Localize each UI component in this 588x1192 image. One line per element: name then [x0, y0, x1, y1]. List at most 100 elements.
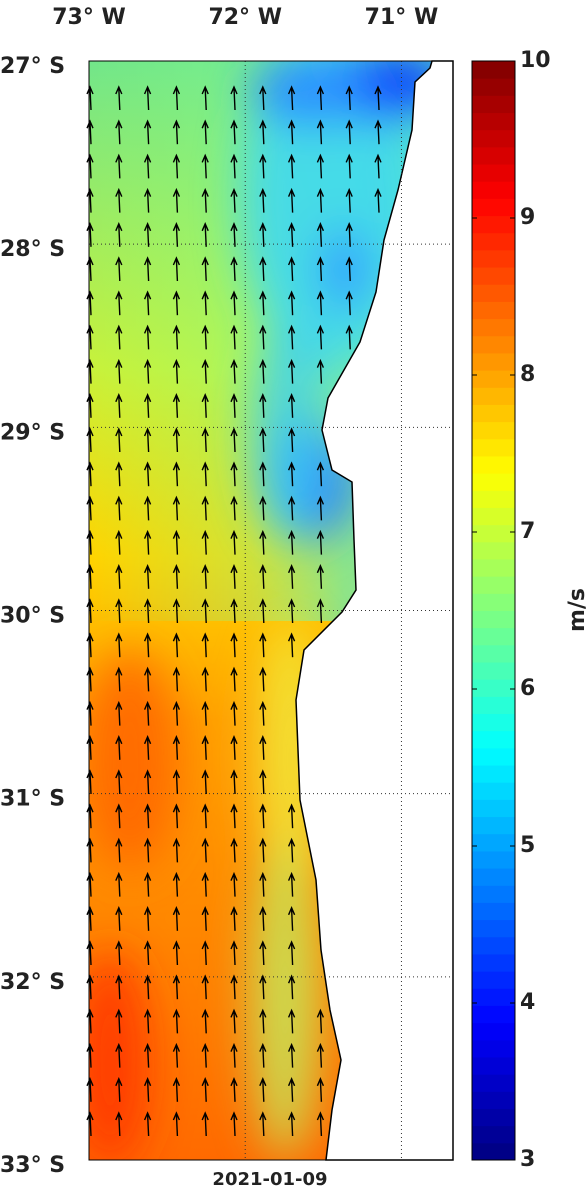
- wind-arrow: [259, 393, 267, 418]
- wind-arrow: [201, 871, 209, 897]
- wind-arrow: [259, 632, 267, 658]
- wind-arrow: [230, 1111, 238, 1137]
- wind-arrow: [316, 222, 325, 247]
- wind-arrow: [316, 358, 325, 384]
- wind-arrow: [86, 564, 94, 589]
- wind-arrow: [230, 735, 238, 760]
- wind-arrow: [230, 187, 238, 213]
- wind-arrow: [172, 461, 181, 487]
- wind-arrow: [201, 85, 209, 111]
- wind-arrow: [230, 290, 238, 316]
- colorbar-step: [472, 181, 515, 199]
- wind-arrow: [287, 803, 296, 829]
- wind-arrow: [345, 85, 353, 111]
- wind-arrow: [115, 187, 123, 213]
- wind-arrow: [115, 666, 123, 692]
- wind-arrow: [115, 700, 123, 726]
- colorbar-step: [472, 284, 515, 302]
- wind-arrow: [172, 153, 181, 179]
- lon-tick-label: 71° W: [365, 5, 439, 30]
- wind-arrow: [86, 153, 94, 179]
- wind-arrow: [230, 564, 238, 589]
- wind-arrow: [86, 700, 94, 726]
- wind-arrow: [143, 187, 152, 213]
- colorbar-step: [472, 507, 515, 526]
- wind-arrow: [230, 769, 238, 795]
- wind-arrow: [201, 222, 209, 247]
- lat-tick-label: 29° S: [0, 420, 65, 445]
- wind-arrow: [259, 871, 267, 897]
- wind-arrow: [287, 393, 296, 418]
- wind-arrow: [259, 1111, 267, 1137]
- wind-arrow: [115, 906, 123, 931]
- colorbar-tick-label: 5: [520, 833, 535, 858]
- colorbar-step: [472, 1108, 515, 1127]
- wind-arrow: [230, 256, 238, 282]
- wind-arrow: [172, 222, 181, 247]
- wind-arrow: [115, 358, 123, 384]
- wind-arrow: [345, 324, 353, 350]
- colorbar-step: [472, 249, 515, 268]
- wind-arrow: [230, 153, 238, 179]
- wind-arrow: [172, 632, 181, 658]
- wind-arrow: [115, 871, 123, 897]
- wind-arrow: [143, 700, 152, 726]
- wind-arrow: [201, 1008, 209, 1034]
- wind-arrow: [115, 153, 123, 179]
- wind-arrow: [201, 290, 209, 316]
- wind-arrow: [115, 1077, 123, 1102]
- wind-arrow: [86, 256, 94, 282]
- wind-arrow: [143, 358, 152, 384]
- wind-arrow: [143, 564, 152, 589]
- wind-arrow: [345, 290, 353, 316]
- colorbar-step: [472, 1005, 515, 1024]
- wind-arrow: [86, 85, 94, 111]
- wind-arrow: [143, 1008, 152, 1034]
- colorbar-step: [472, 387, 515, 405]
- wind-arrow: [172, 837, 181, 863]
- colorbar-step: [472, 747, 515, 766]
- wind-arrow: [201, 393, 209, 418]
- wind-arrow: [172, 906, 181, 931]
- wind-arrow: [172, 1077, 181, 1102]
- wind-arrow: [316, 153, 325, 179]
- wind-arrow: [259, 598, 267, 624]
- colorbar-step: [472, 524, 515, 543]
- wind-arrow: [115, 427, 123, 453]
- wind-arrow: [172, 393, 181, 418]
- wind-arrow: [86, 358, 94, 384]
- colorbar-step: [472, 936, 515, 955]
- wind-arrow: [201, 700, 209, 726]
- wind-arrow: [143, 393, 152, 418]
- colorbar-step: [472, 610, 515, 629]
- colorbar-step: [472, 112, 515, 131]
- wind-arrow: [143, 666, 152, 692]
- colorbar-tick-label: 10: [520, 48, 551, 73]
- wind-arrow: [230, 906, 238, 931]
- colorbar-step: [472, 868, 515, 886]
- wind-arrow: [230, 324, 238, 350]
- wind-arrow: [172, 735, 181, 760]
- colorbar-step: [472, 679, 515, 697]
- colorbar-step: [472, 902, 515, 921]
- wind-arrow: [201, 837, 209, 863]
- wind-arrow: [230, 529, 238, 555]
- wind-arrow: [115, 324, 123, 350]
- wind-arrow: [172, 1042, 181, 1068]
- wind-arrow: [172, 769, 181, 795]
- wind-arrow: [230, 393, 238, 418]
- colorbar-step: [472, 232, 515, 251]
- wind-arrow: [230, 1077, 238, 1102]
- wind-arrow: [316, 495, 325, 521]
- wind-arrow: [86, 666, 94, 692]
- wind-arrow: [316, 85, 325, 111]
- wind-arrow: [143, 735, 152, 760]
- colorbar-step: [472, 1074, 515, 1092]
- wind-arrow: [115, 564, 123, 589]
- wind-arrow: [115, 495, 123, 521]
- colorbar-step: [472, 1022, 515, 1041]
- wind-arrow: [143, 222, 152, 247]
- wind-arrow: [259, 187, 267, 213]
- colorbar-step: [472, 593, 515, 611]
- colorbar-tick-label: 7: [520, 519, 535, 544]
